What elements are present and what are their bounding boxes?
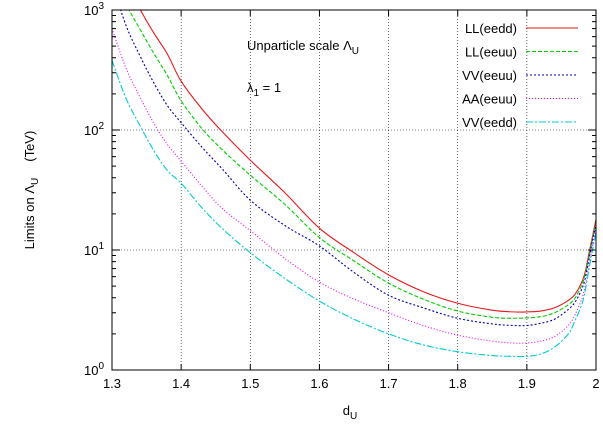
annotation-lambda-value: = 1	[259, 80, 281, 95]
x-tick-label: 1.3	[103, 376, 121, 391]
legend-item: VV(eeuu)	[462, 68, 578, 83]
legend-item: LL(eeuu)	[465, 45, 578, 60]
annotation-lambda: λ1 = 1	[247, 80, 281, 99]
y-tick-label: 101	[84, 241, 104, 258]
x-tick-label: 1.7	[380, 376, 398, 391]
series-line-aa-eeuu	[112, 28, 596, 344]
series-layer	[112, 10, 596, 358]
legend-label: VV(eeuu)	[462, 68, 517, 83]
annotation-unparticle-scale-sub: U	[352, 46, 359, 57]
y-tick-label: 100	[84, 361, 104, 378]
annotation-unparticle-scale-text: Unparticle scale Λ	[247, 38, 352, 53]
x-axis-label-sub: U	[350, 411, 357, 422]
x-tick-label: 1.5	[241, 376, 259, 391]
x-tick-label: 1.8	[449, 376, 467, 391]
x-axis-label: dU	[343, 403, 357, 422]
x-tick-label: 1.6	[310, 376, 328, 391]
legend-label: AA(eeuu)	[462, 92, 517, 107]
y-axis-label-sub: U	[30, 178, 41, 185]
y-axis-label: Limits on ΛU (TeV)	[22, 131, 41, 250]
series-line-vv-eedd	[112, 60, 596, 358]
y-tick-labels: 100 101 102 103	[84, 1, 104, 378]
x-tick-labels: 1.3 1.4 1.5 1.6 1.7 1.8 1.9 2	[103, 376, 600, 391]
annotation-lambda-symbol: λ	[247, 80, 254, 95]
legend-item: VV(eedd)	[462, 115, 578, 130]
series-line-ll-eeuu	[128, 10, 596, 319]
x-tick-label: 2	[592, 376, 599, 391]
legend-label: LL(eeuu)	[465, 45, 517, 60]
legend-item: LL(eedd)	[465, 21, 578, 36]
legend-item: AA(eeuu)	[462, 92, 578, 107]
axis-ticks	[111, 9, 597, 371]
series-line-vv-eeuu	[120, 10, 596, 327]
legend-label: VV(eedd)	[462, 115, 517, 130]
plot-frame	[111, 9, 597, 371]
y-axis-label-main: Limits on Λ	[22, 185, 37, 250]
series-line-ll-eedd	[139, 10, 596, 313]
x-tick-label: 1.4	[172, 376, 190, 391]
annotation-lambda-sub: 1	[254, 88, 260, 99]
x-axis-label-base: d	[343, 403, 350, 418]
annotation-unparticle-scale: Unparticle scale ΛU	[247, 38, 359, 57]
y-tick-label: 102	[84, 121, 104, 138]
y-tick-label: 103	[84, 1, 104, 18]
grid-lines	[112, 10, 596, 370]
x-tick-label: 1.9	[518, 376, 536, 391]
legend: LL(eedd) LL(eeuu) VV(eeuu) AA(eeuu) VV(eedd)	[462, 21, 578, 130]
y-axis-label-unit: (TeV)	[22, 131, 37, 162]
legend-label: LL(eedd)	[465, 21, 517, 36]
